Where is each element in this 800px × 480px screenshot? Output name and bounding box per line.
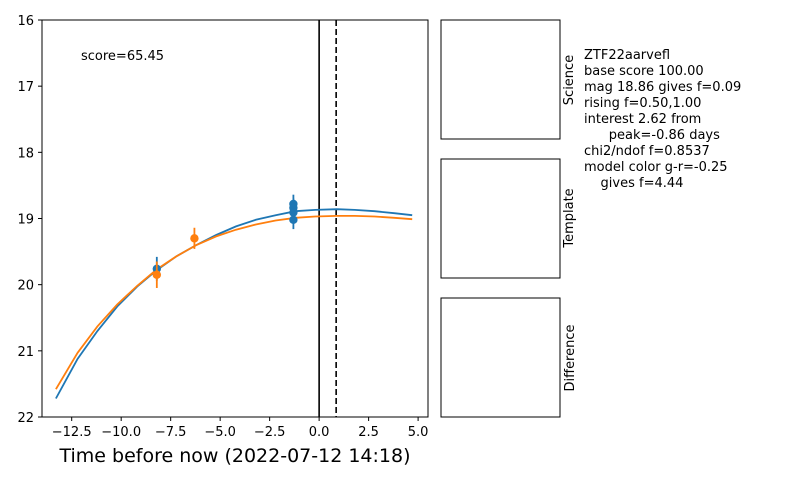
x-tick-label: 5.0	[408, 425, 429, 440]
difference-panel-title: Difference	[563, 324, 578, 391]
difference-image-frame	[440, 297, 561, 418]
y-tick-label: 17	[17, 80, 34, 95]
science-panel-title: Science	[562, 55, 577, 105]
model-curve	[55, 214, 413, 390]
plot-frame	[41, 19, 429, 418]
template-image-frame	[440, 158, 561, 279]
y-tick-label: 16	[17, 14, 34, 29]
difference-panel: Difference	[440, 297, 578, 418]
reference-lines	[318, 20, 337, 417]
y-tick-label: 22	[17, 411, 34, 426]
model-curve	[55, 208, 413, 399]
y-tick-label: 18	[17, 146, 34, 161]
info-line: rising f=0.50,1.00	[584, 96, 701, 111]
science-panel: Science	[440, 19, 577, 140]
x-tick-label: −12.5	[52, 425, 92, 440]
template-panel: Template	[440, 158, 577, 279]
info-line: mag 18.86 gives f=0.09	[584, 80, 741, 95]
x-tick-label: −2.5	[254, 425, 286, 440]
info-line: chi2/ndof f=0.8537	[584, 144, 710, 159]
y-tick-label: 20	[17, 279, 34, 294]
x-tick-label: 0.0	[309, 425, 330, 440]
info-line: model color g-r=-0.25	[584, 160, 728, 175]
info-line: gives f=4.44	[584, 176, 683, 191]
data-point	[190, 234, 199, 243]
x-tick-label: 2.5	[358, 425, 379, 440]
science-image-frame	[440, 19, 561, 140]
info-line: base score 100.00	[584, 64, 704, 79]
x-tick-label: −10.0	[101, 425, 141, 440]
info-line: ZTF22aarvefl	[584, 48, 670, 63]
data-point	[152, 270, 162, 279]
x-ticks: −12.5 −10.0 −7.5 −5.0 −2.5 0.0 2.5 5.0	[52, 417, 429, 440]
y-ticks: 16 17 18 19 20 21 22	[17, 14, 42, 426]
score-annotation: score=65.45	[81, 49, 164, 64]
x-tick-label: −7.5	[155, 425, 187, 440]
x-axis-label: Time before now (2022-07-12 14:18)	[58, 445, 410, 467]
series-layer	[55, 194, 413, 399]
y-tick-label: 21	[17, 345, 34, 360]
data-point	[289, 215, 298, 225]
y-tick-label: 19	[17, 213, 34, 228]
info-line: peak=-0.86 days	[584, 128, 720, 143]
info-text-block: ZTF22aarvefl base score 100.00 mag 18.86…	[584, 48, 741, 191]
info-line: interest 2.62 from	[584, 112, 701, 127]
x-tick-label: −5.0	[204, 425, 236, 440]
lightcurve-axes: −12.5 −10.0 −7.5 −5.0 −2.5 0.0 2.5 5.0 16 17 18 19…	[17, 14, 429, 467]
template-panel-title: Template	[562, 188, 577, 248]
